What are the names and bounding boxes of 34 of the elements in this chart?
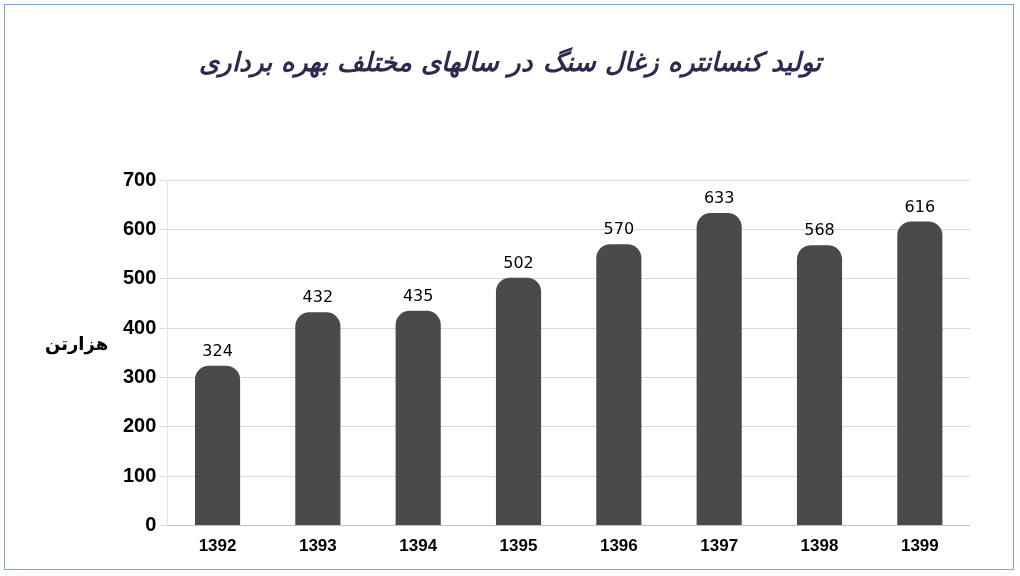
x-tick-label: 1397: [700, 536, 739, 556]
x-tick-label: 1394: [399, 536, 438, 556]
bar: [495, 277, 542, 526]
data-label: 432: [302, 287, 334, 307]
y-tick-label: 200: [122, 414, 157, 437]
bar: [796, 245, 843, 526]
y-tick-label: 100: [122, 463, 157, 486]
y-tick-label: 400: [122, 315, 157, 338]
chart-title: تولید کنسانتره زغال سنگ در سالهای مختلف بهره برداری: [198, 47, 825, 77]
y-tick-label: 0: [145, 513, 157, 536]
data-label: 502: [503, 252, 534, 272]
bar: [295, 312, 341, 526]
x-tick-label: 1398: [800, 536, 839, 556]
y-tick-label: 300: [122, 365, 157, 387]
bar: [897, 221, 943, 526]
x-tick-label: 1395: [499, 536, 538, 556]
y-tick-label: 500: [122, 266, 157, 289]
data-label: 568: [804, 220, 835, 240]
data-label: 570: [603, 219, 635, 239]
bar: [395, 310, 441, 526]
y-axis-title: هزارتن: [45, 333, 109, 354]
x-tick-label: 1393: [298, 536, 337, 556]
x-tick-label: 1399: [900, 536, 939, 556]
x-tick-label: 1396: [599, 536, 638, 556]
y-tick-label: 600: [122, 216, 157, 239]
y-tick-label: 700: [122, 167, 157, 190]
data-label: 324: [202, 340, 233, 360]
data-label: 616: [904, 196, 936, 216]
bar: [696, 213, 742, 526]
bar: [596, 244, 642, 526]
bar: [194, 365, 241, 526]
data-label: 435: [402, 285, 434, 305]
x-tick-label: 1392: [198, 536, 237, 556]
data-label: 633: [703, 188, 735, 208]
